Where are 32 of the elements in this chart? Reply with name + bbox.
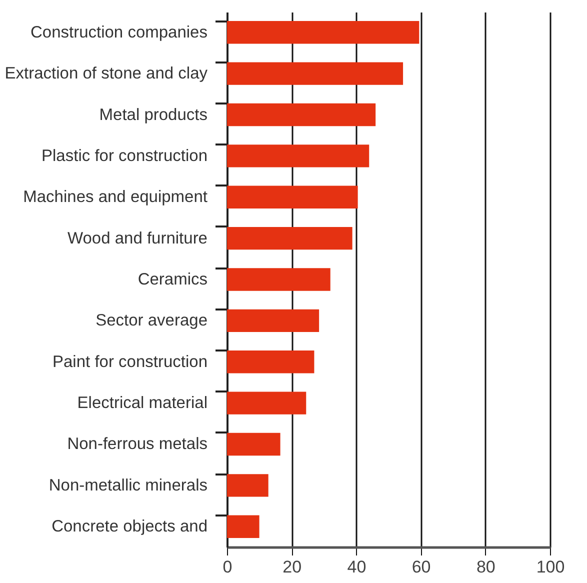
- y-tick-label: Non-metallic minerals: [48, 476, 208, 494]
- y-tick-label: Wood and furniture: [67, 229, 208, 248]
- y-tick-label: Concrete objects and: [52, 518, 208, 536]
- x-tick-label: 20: [282, 558, 302, 576]
- x-tick-label: 60: [412, 558, 431, 576]
- x-tick-label: 0: [222, 558, 232, 576]
- bar: [227, 226, 352, 250]
- y-tick-label: Non-ferrous metals: [67, 435, 208, 454]
- y-tick-label: Plastic for construction: [42, 146, 208, 165]
- bar: [227, 392, 306, 414]
- y-tick-label: Construction companies: [30, 23, 208, 42]
- y-tick-label: Ceramics: [138, 270, 208, 288]
- x-tick-label: 80: [476, 558, 496, 576]
- bar: [227, 474, 268, 497]
- bar: [227, 309, 320, 332]
- x-tick-label: 40: [347, 558, 366, 576]
- bar: [227, 21, 420, 44]
- y-tick-label: Electrical material: [77, 394, 208, 412]
- bar: [227, 268, 330, 291]
- y-tick-label: Paint for construction: [52, 352, 208, 371]
- y-tick-label: Sector average: [96, 312, 208, 330]
- y-tick-label: Metal products: [99, 106, 208, 124]
- bar: [227, 144, 370, 168]
- y-tick-label: Machines and equipment: [23, 188, 208, 206]
- y-tick-label: Extraction of stone and clay: [4, 64, 208, 83]
- bar: [227, 432, 280, 456]
- bar: [227, 62, 404, 85]
- bar: [227, 186, 358, 208]
- bar: [227, 103, 376, 126]
- x-tick-label: 100: [536, 558, 565, 576]
- bar: [227, 515, 260, 538]
- bar: [227, 350, 314, 374]
